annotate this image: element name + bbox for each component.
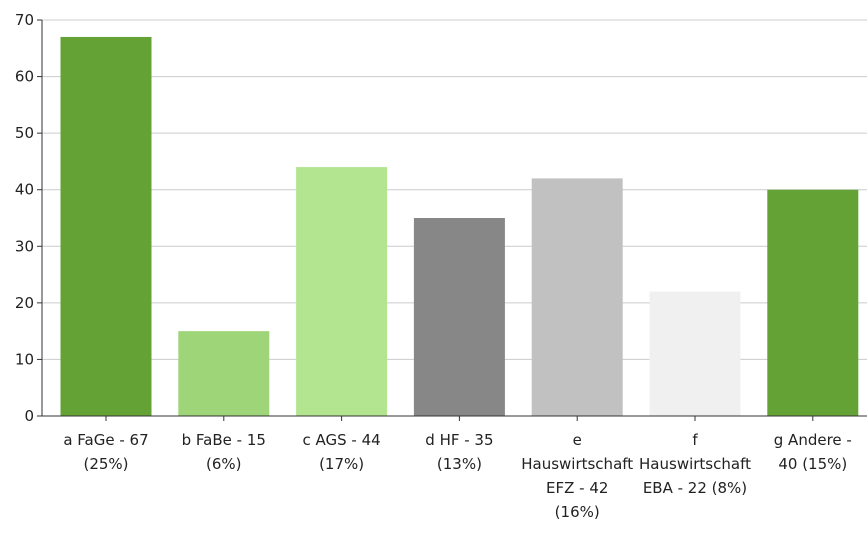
x-tick-label: e Hauswirtschaft EFZ - 42 (16%) xyxy=(521,431,633,521)
bar xyxy=(413,218,505,416)
y-tick-label: 50 xyxy=(15,124,34,142)
bar xyxy=(531,178,623,416)
y-tick-label: 20 xyxy=(15,294,34,312)
x-tick-label-line: (6%) xyxy=(206,455,242,473)
bar xyxy=(178,331,270,416)
y-tick-label: 10 xyxy=(15,350,34,368)
y-tick-label: 40 xyxy=(15,181,34,199)
x-tick-label-line: b FaBe - 15 xyxy=(182,431,266,449)
bars xyxy=(60,36,859,416)
x-tick-label-line: (17%) xyxy=(319,455,364,473)
y-tick-label: 70 xyxy=(15,11,34,29)
x-tick-label-line: g Andere - xyxy=(774,431,852,449)
x-tick-label: g Andere - 40 (15%) xyxy=(774,431,852,473)
x-tick-label-line: d HF - 35 xyxy=(425,431,493,449)
x-tick-label-line: f xyxy=(692,431,698,449)
bar xyxy=(296,167,388,416)
x-tick-label-line: EFZ - 42 xyxy=(546,479,608,497)
x-tick-label: f Hauswirtschaft EBA - 22 (8%) xyxy=(639,431,751,497)
y-tick-label: 60 xyxy=(15,68,34,86)
x-axis: a FaGe - 67 (25%) b FaBe - 15 (6%) c AGS - 4… xyxy=(37,415,867,521)
x-tick-label-line: (16%) xyxy=(555,503,600,521)
y-tick-label: 30 xyxy=(15,237,34,255)
y-tick-label: 0 xyxy=(24,407,34,425)
y-axis: 0 10 20 30 40 50 60 70 xyxy=(15,11,43,425)
bar xyxy=(649,291,741,416)
x-tick-label-line: 40 (15%) xyxy=(778,455,847,473)
x-tick-label-line: e xyxy=(573,431,582,449)
x-tick-label-line: (13%) xyxy=(437,455,482,473)
x-tick-label: a FaGe - 67 (25%) xyxy=(63,431,148,473)
x-tick-label-line: (25%) xyxy=(83,455,128,473)
bar xyxy=(60,36,152,416)
x-tick-label-line: a FaGe - 67 xyxy=(63,431,148,449)
x-tick-label: d HF - 35 (13%) xyxy=(425,431,493,473)
bar xyxy=(767,189,859,416)
x-tick-label-line: Hauswirtschaft xyxy=(639,455,751,473)
x-tick-label-line: EBA - 22 (8%) xyxy=(643,479,747,497)
x-tick-label: c AGS - 44 (17%) xyxy=(302,431,380,473)
x-tick-label-line: Hauswirtschaft xyxy=(521,455,633,473)
x-tick-label: b FaBe - 15 (6%) xyxy=(182,431,266,473)
x-tick-label-line: c AGS - 44 xyxy=(302,431,380,449)
